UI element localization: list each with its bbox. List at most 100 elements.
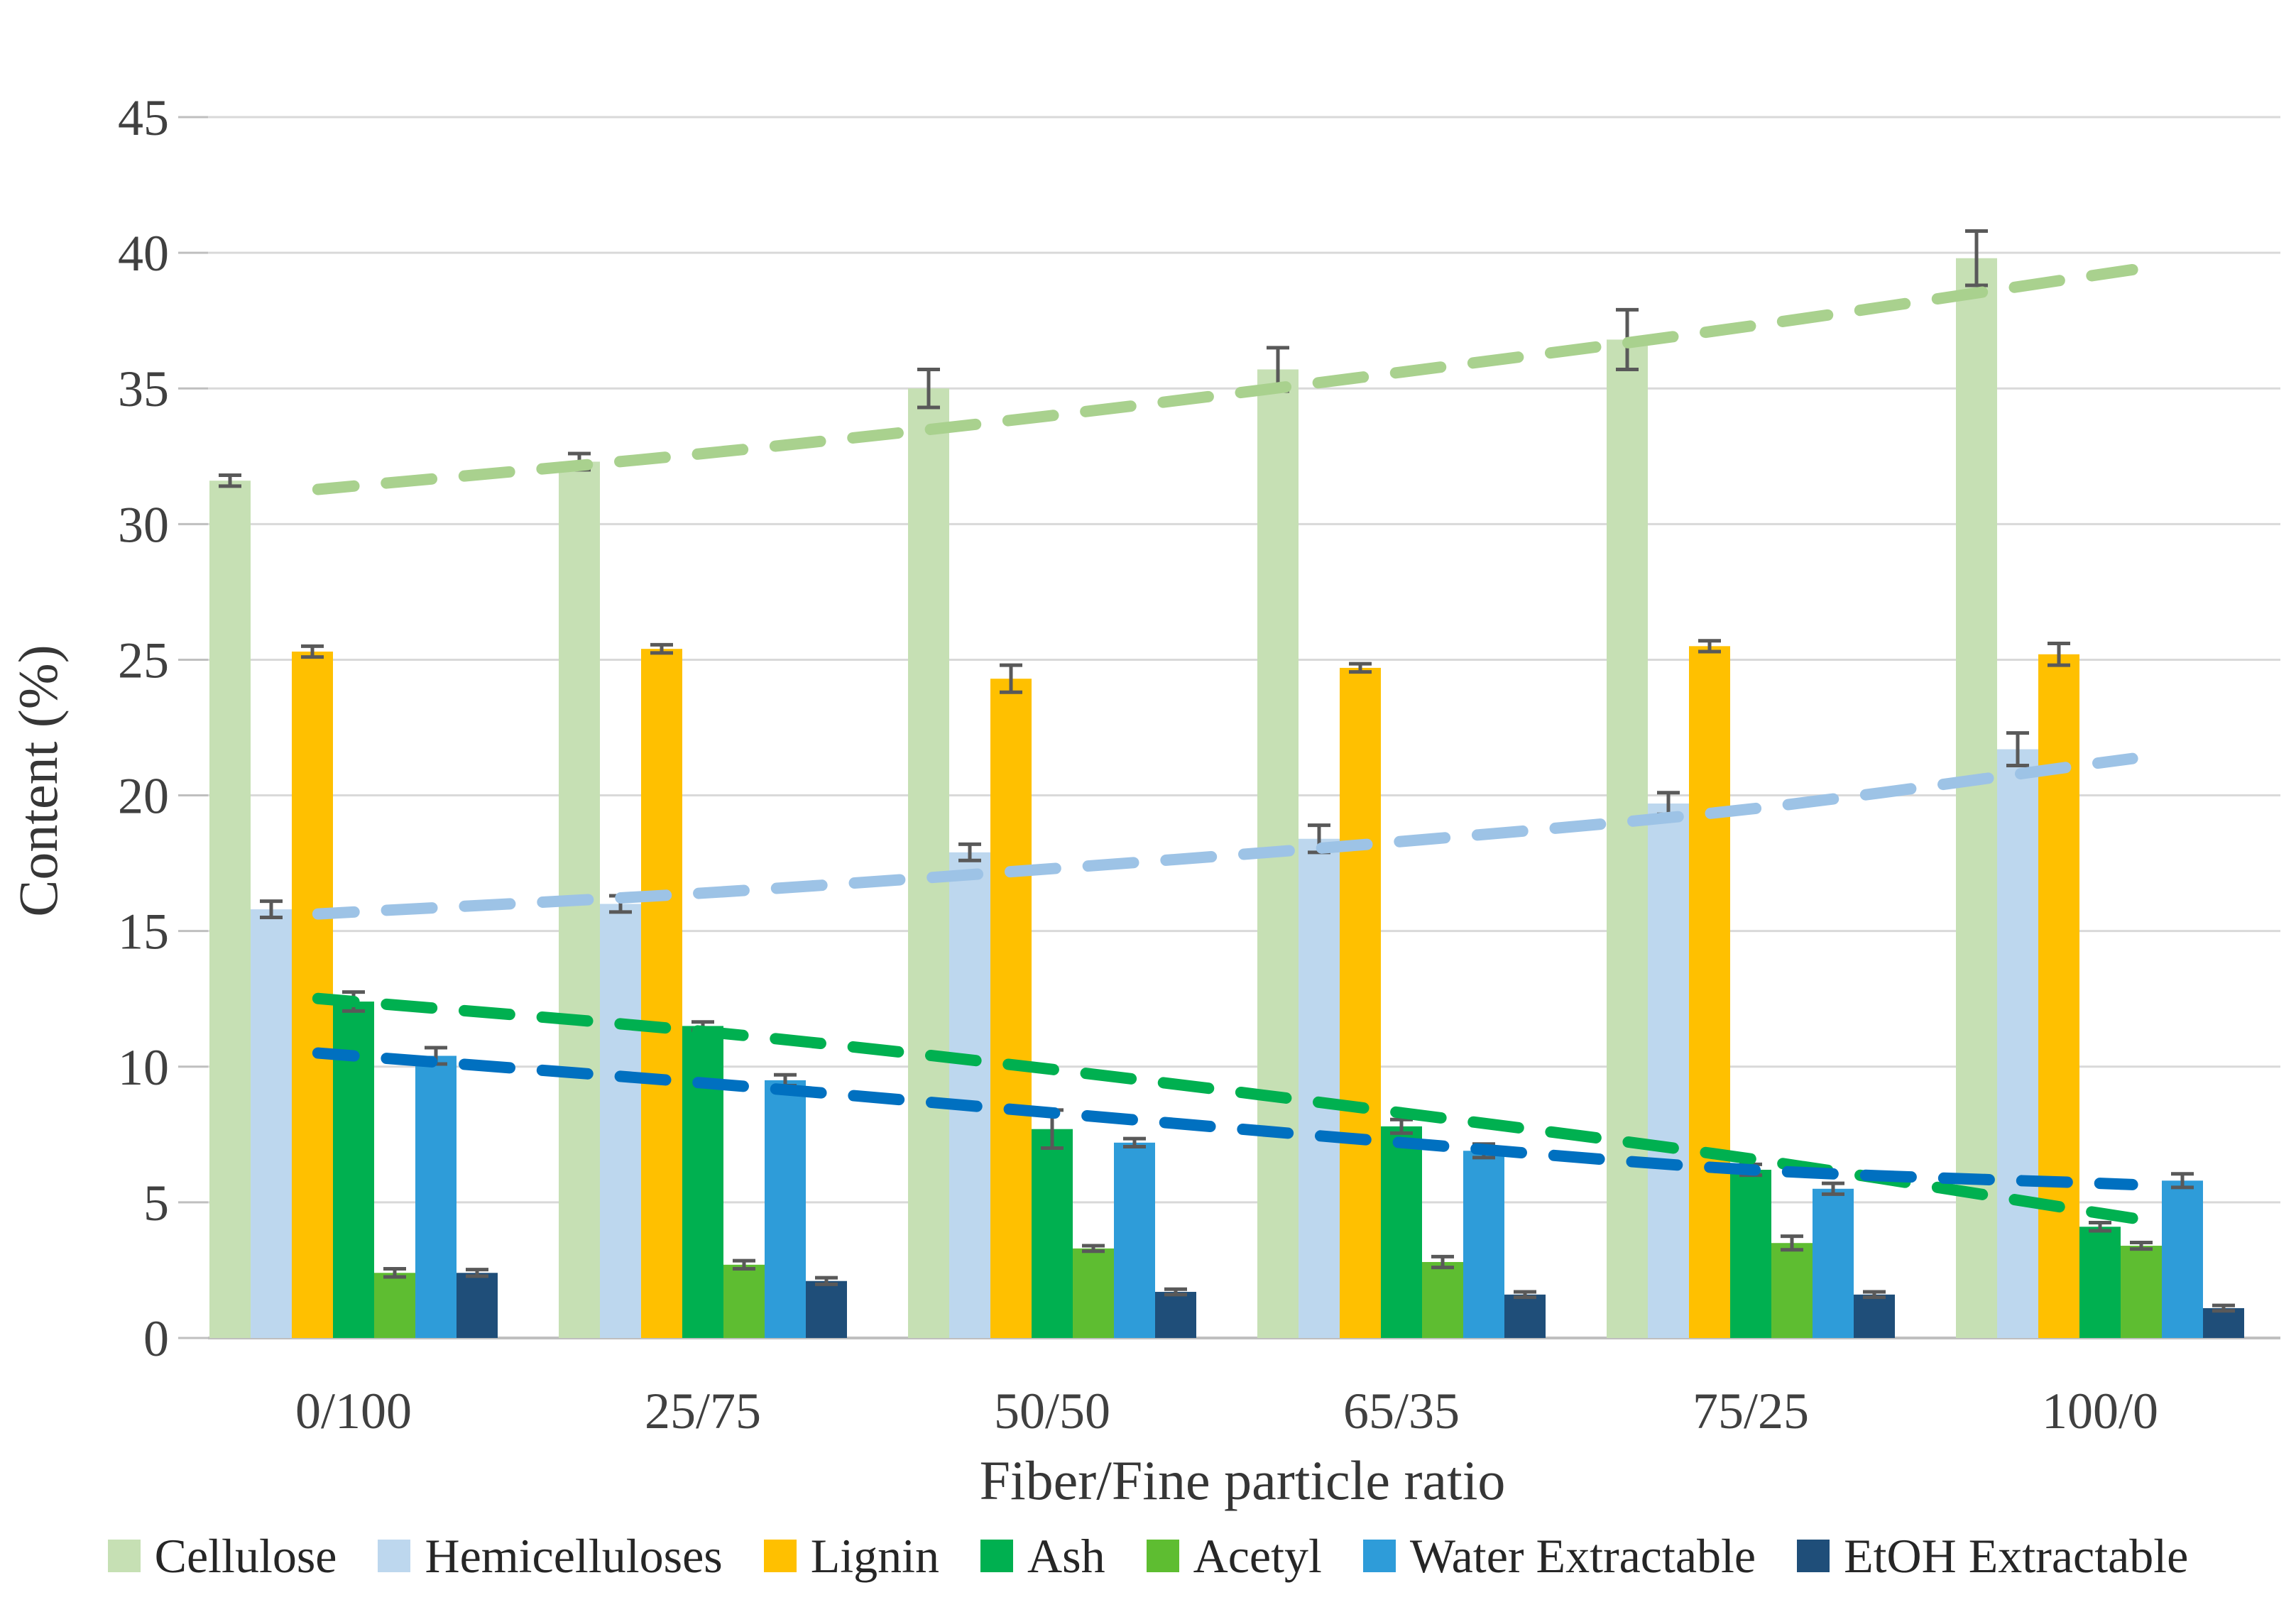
bar-ash xyxy=(1730,1170,1771,1338)
bar-acetyl xyxy=(1771,1243,1813,1338)
bar-lignin xyxy=(990,679,1032,1338)
error-bar xyxy=(2130,1240,2153,1251)
error-bar xyxy=(219,473,241,488)
legend-label: Hemicelluloses xyxy=(425,1529,723,1583)
trend-line-ash-trend xyxy=(312,992,2138,1224)
bar-lignin xyxy=(2038,654,2079,1338)
bar-water-extractable xyxy=(1114,1142,1155,1338)
bar-ash xyxy=(2079,1227,2121,1338)
legend-swatch-icon xyxy=(1797,1540,1830,1572)
error-bar xyxy=(2089,1221,2111,1233)
bar-ash xyxy=(1032,1129,1073,1338)
x-category-label: 25/75 xyxy=(645,1383,761,1439)
x-category-label: 50/50 xyxy=(994,1383,1110,1439)
legend-swatch-icon xyxy=(1362,1540,1396,1572)
error-bar xyxy=(1390,1117,1413,1135)
y-tick-label: 0 xyxy=(143,1310,169,1367)
bar-hemicelluloses xyxy=(600,904,641,1338)
error-bar xyxy=(2171,1172,2194,1190)
error-bar xyxy=(958,842,981,862)
error-bar xyxy=(383,1267,406,1279)
legend-item-acetyl: Acetyl xyxy=(1146,1529,1322,1583)
error-bar xyxy=(1822,1181,1844,1196)
bar-acetyl xyxy=(1073,1248,1114,1338)
bar-cellulose xyxy=(1956,258,1997,1338)
bar-acetyl xyxy=(374,1273,415,1338)
legend-item-water-extractable: Water Extractable xyxy=(1362,1529,1756,1583)
legend-label: Acetyl xyxy=(1193,1529,1322,1583)
x-category-label: 100/0 xyxy=(2042,1383,2158,1439)
x-category-label: 75/25 xyxy=(1693,1383,1809,1439)
bar-lignin xyxy=(1689,646,1730,1338)
error-bar xyxy=(1164,1287,1187,1297)
bar-etoh-extractable xyxy=(1854,1294,1895,1338)
bar-ash xyxy=(1381,1126,1422,1338)
bar-lignin xyxy=(641,649,682,1338)
y-tick-label: 5 xyxy=(143,1175,169,1232)
error-bar xyxy=(1965,229,1988,287)
bar-etoh-extractable xyxy=(806,1280,847,1338)
error-bar xyxy=(815,1276,838,1286)
error-bar xyxy=(1431,1254,1454,1270)
error-bar xyxy=(1514,1290,1536,1300)
bar-etoh-extractable xyxy=(457,1273,498,1338)
legend-swatch-icon xyxy=(1146,1540,1179,1572)
bar-cellulose xyxy=(908,388,949,1339)
bar-water-extractable xyxy=(1813,1188,1854,1338)
bar-hemicelluloses xyxy=(1648,804,1689,1338)
legend-swatch-icon xyxy=(763,1540,797,1572)
error-bar xyxy=(650,642,673,655)
trend-line-layer xyxy=(312,263,2138,1224)
bar-water-extractable xyxy=(415,1055,457,1338)
legend-label: Water Extractable xyxy=(1409,1529,1756,1583)
bar-ash xyxy=(682,1026,723,1338)
trend-line-cellulose-trend xyxy=(312,263,2138,495)
error-bar xyxy=(1698,639,1721,654)
grid-layer xyxy=(178,116,2280,1339)
y-tick-label: 10 xyxy=(118,1039,169,1096)
legend-item-etoh-extractable: EtOH Extractable xyxy=(1797,1532,2188,1580)
error-bar xyxy=(1781,1234,1803,1252)
bar-etoh-extractable xyxy=(1155,1292,1196,1338)
bar-hemicelluloses xyxy=(1299,838,1340,1338)
error-bar-layer xyxy=(219,229,2235,1313)
bar-acetyl xyxy=(2121,1246,2162,1338)
error-bar xyxy=(733,1258,755,1271)
trend-line-hemicelluloses-trend xyxy=(312,752,2138,920)
bar-hemicelluloses xyxy=(949,852,990,1338)
y-tick-label: 25 xyxy=(118,632,169,689)
x-category-label: 0/100 xyxy=(295,1383,412,1439)
error-bar xyxy=(1863,1290,1886,1300)
error-bar xyxy=(1000,663,1022,694)
legend-item-lignin: Lignin xyxy=(763,1529,940,1583)
y-tick-label: 30 xyxy=(118,496,169,553)
bar-cellulose xyxy=(1607,339,1648,1338)
bar-etoh-extractable xyxy=(2203,1307,2244,1338)
error-bar xyxy=(1082,1244,1105,1254)
bar-lignin xyxy=(1340,667,1381,1338)
chart-legend: Cellulose Hemicelluloses Lignin Ash Acetyl Wa… xyxy=(0,1520,2296,1591)
legend-label: Cellulose xyxy=(154,1529,337,1583)
bar-water-extractable xyxy=(2162,1180,2203,1338)
y-axis-title: Content (%) xyxy=(7,645,69,916)
legend-item-hemicelluloses: Hemicelluloses xyxy=(378,1529,723,1583)
error-bar xyxy=(2006,731,2029,768)
bar-hemicelluloses xyxy=(251,909,292,1338)
legend-label: Lignin xyxy=(810,1529,940,1583)
bar-hemicelluloses xyxy=(1997,749,2038,1338)
bar-cellulose xyxy=(209,481,251,1339)
error-bar xyxy=(1123,1136,1146,1149)
y-tick-label: 15 xyxy=(118,904,169,960)
y-tick-label: 35 xyxy=(118,361,169,417)
error-bar xyxy=(2048,642,2070,667)
x-category-label: 65/35 xyxy=(1343,1383,1460,1439)
bar-acetyl xyxy=(1422,1261,1463,1338)
bar-water-extractable xyxy=(765,1080,806,1338)
bar-layer xyxy=(209,258,2244,1339)
legend-swatch-icon xyxy=(378,1540,411,1572)
legend-item-ash: Ash xyxy=(980,1532,1105,1580)
error-bar xyxy=(301,644,324,659)
bar-etoh-extractable xyxy=(1504,1294,1546,1338)
